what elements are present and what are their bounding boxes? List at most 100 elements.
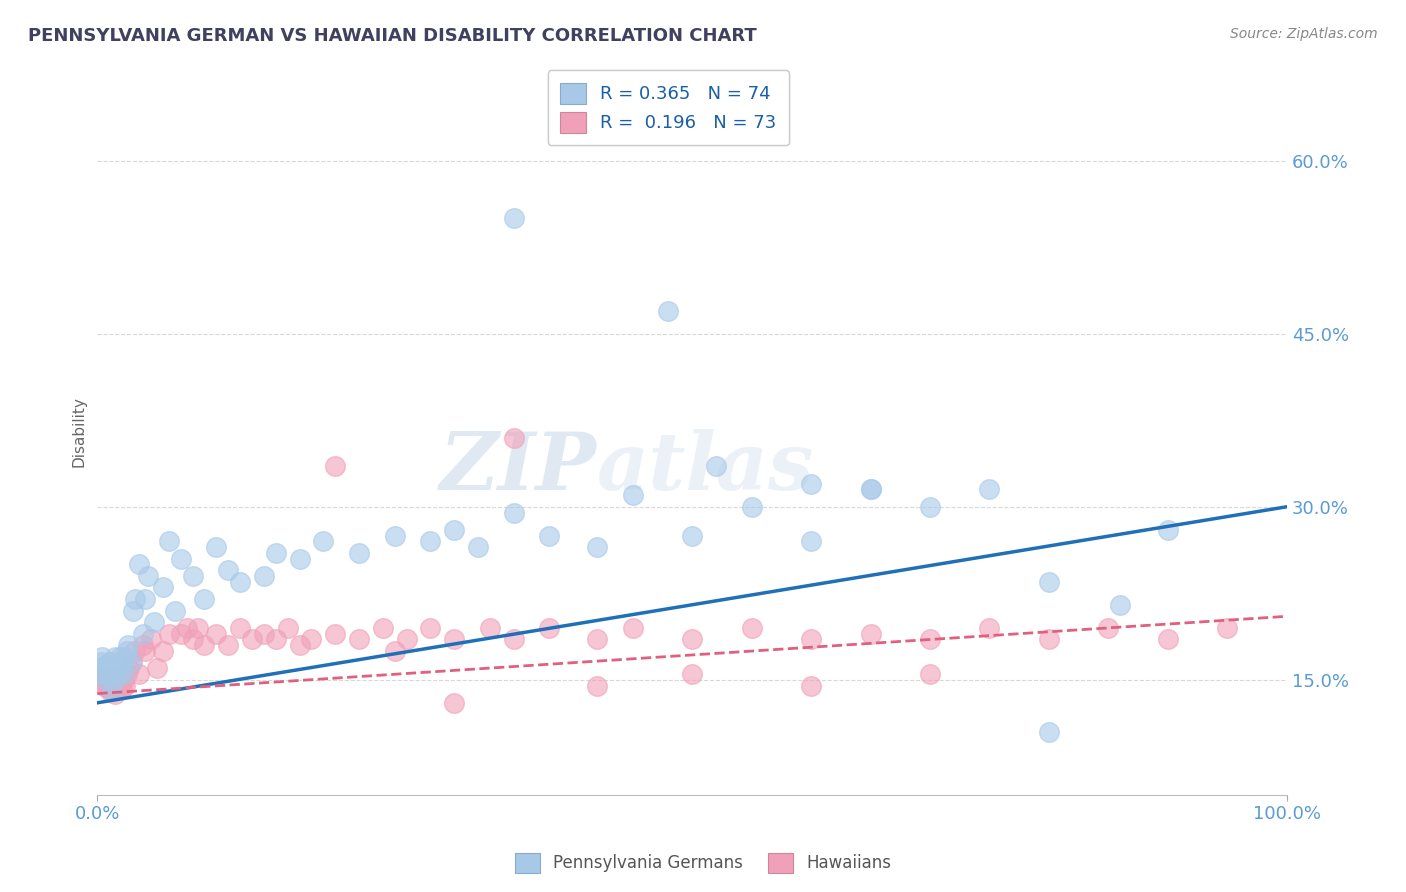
Point — [384, 528, 406, 542]
Point — [741, 621, 763, 635]
Point — [443, 696, 465, 710]
Point — [264, 546, 287, 560]
Point — [918, 667, 941, 681]
Point — [478, 621, 501, 635]
Point — [104, 687, 127, 701]
Text: atlas: atlas — [598, 429, 814, 507]
Point — [118, 661, 141, 675]
Legend: R = 0.365   N = 74, R =  0.196   N = 73: R = 0.365 N = 74, R = 0.196 N = 73 — [548, 70, 789, 145]
Text: Source: ZipAtlas.com: Source: ZipAtlas.com — [1230, 27, 1378, 41]
Point — [419, 534, 441, 549]
Legend: Pennsylvania Germans, Hawaiians: Pennsylvania Germans, Hawaiians — [508, 847, 898, 880]
Point — [800, 679, 823, 693]
Point — [157, 534, 180, 549]
Point — [918, 500, 941, 514]
Point — [115, 667, 138, 681]
Point — [128, 667, 150, 681]
Point — [96, 676, 118, 690]
Point — [741, 500, 763, 514]
Point — [146, 661, 169, 675]
Point — [124, 592, 146, 607]
Point — [97, 681, 120, 695]
Point — [384, 644, 406, 658]
Point — [347, 546, 370, 560]
Point — [347, 632, 370, 647]
Point — [312, 534, 335, 549]
Point — [205, 626, 228, 640]
Point — [100, 684, 122, 698]
Point — [131, 626, 153, 640]
Point — [110, 675, 132, 690]
Text: PENNSYLVANIA GERMAN VS HAWAIIAN DISABILITY CORRELATION CHART: PENNSYLVANIA GERMAN VS HAWAIIAN DISABILI… — [28, 27, 756, 45]
Point — [152, 581, 174, 595]
Point — [1109, 598, 1132, 612]
Point — [131, 638, 153, 652]
Point — [859, 626, 882, 640]
Point — [502, 211, 524, 226]
Point — [502, 431, 524, 445]
Point — [193, 592, 215, 607]
Point — [104, 673, 127, 687]
Point — [112, 667, 135, 681]
Point — [114, 679, 136, 693]
Point — [93, 659, 115, 673]
Point — [253, 569, 276, 583]
Point — [1157, 632, 1180, 647]
Point — [91, 649, 114, 664]
Point — [134, 592, 156, 607]
Point — [1097, 621, 1119, 635]
Point — [277, 621, 299, 635]
Point — [264, 632, 287, 647]
Point — [117, 638, 139, 652]
Point — [681, 632, 703, 647]
Point — [122, 603, 145, 617]
Point — [98, 667, 121, 681]
Point — [1157, 523, 1180, 537]
Point — [301, 632, 323, 647]
Point — [621, 621, 644, 635]
Point — [229, 621, 252, 635]
Point — [323, 626, 346, 640]
Point — [800, 476, 823, 491]
Point — [323, 459, 346, 474]
Point — [1216, 621, 1239, 635]
Point — [538, 528, 561, 542]
Point — [105, 661, 128, 675]
Point — [121, 656, 143, 670]
Point — [100, 679, 122, 693]
Point — [586, 540, 609, 554]
Point — [93, 679, 115, 693]
Point — [108, 649, 131, 664]
Point — [1038, 724, 1060, 739]
Point — [100, 656, 122, 670]
Point — [94, 673, 117, 687]
Point — [193, 638, 215, 652]
Point — [105, 681, 128, 695]
Point — [1038, 632, 1060, 647]
Point — [104, 649, 127, 664]
Point — [111, 681, 134, 696]
Point — [157, 626, 180, 640]
Point — [128, 558, 150, 572]
Point — [98, 675, 121, 690]
Y-axis label: Disability: Disability — [72, 396, 86, 467]
Point — [395, 632, 418, 647]
Point — [704, 459, 727, 474]
Point — [288, 551, 311, 566]
Point — [100, 661, 122, 675]
Point — [169, 626, 191, 640]
Text: ZIP: ZIP — [440, 429, 598, 507]
Point — [586, 679, 609, 693]
Point — [979, 621, 1001, 635]
Point — [94, 661, 117, 675]
Point — [107, 667, 129, 681]
Point — [859, 483, 882, 497]
Point — [181, 569, 204, 583]
Point — [143, 615, 166, 629]
Point — [115, 644, 138, 658]
Point — [502, 506, 524, 520]
Point — [108, 679, 131, 693]
Point — [152, 644, 174, 658]
Point — [217, 638, 239, 652]
Point — [124, 644, 146, 658]
